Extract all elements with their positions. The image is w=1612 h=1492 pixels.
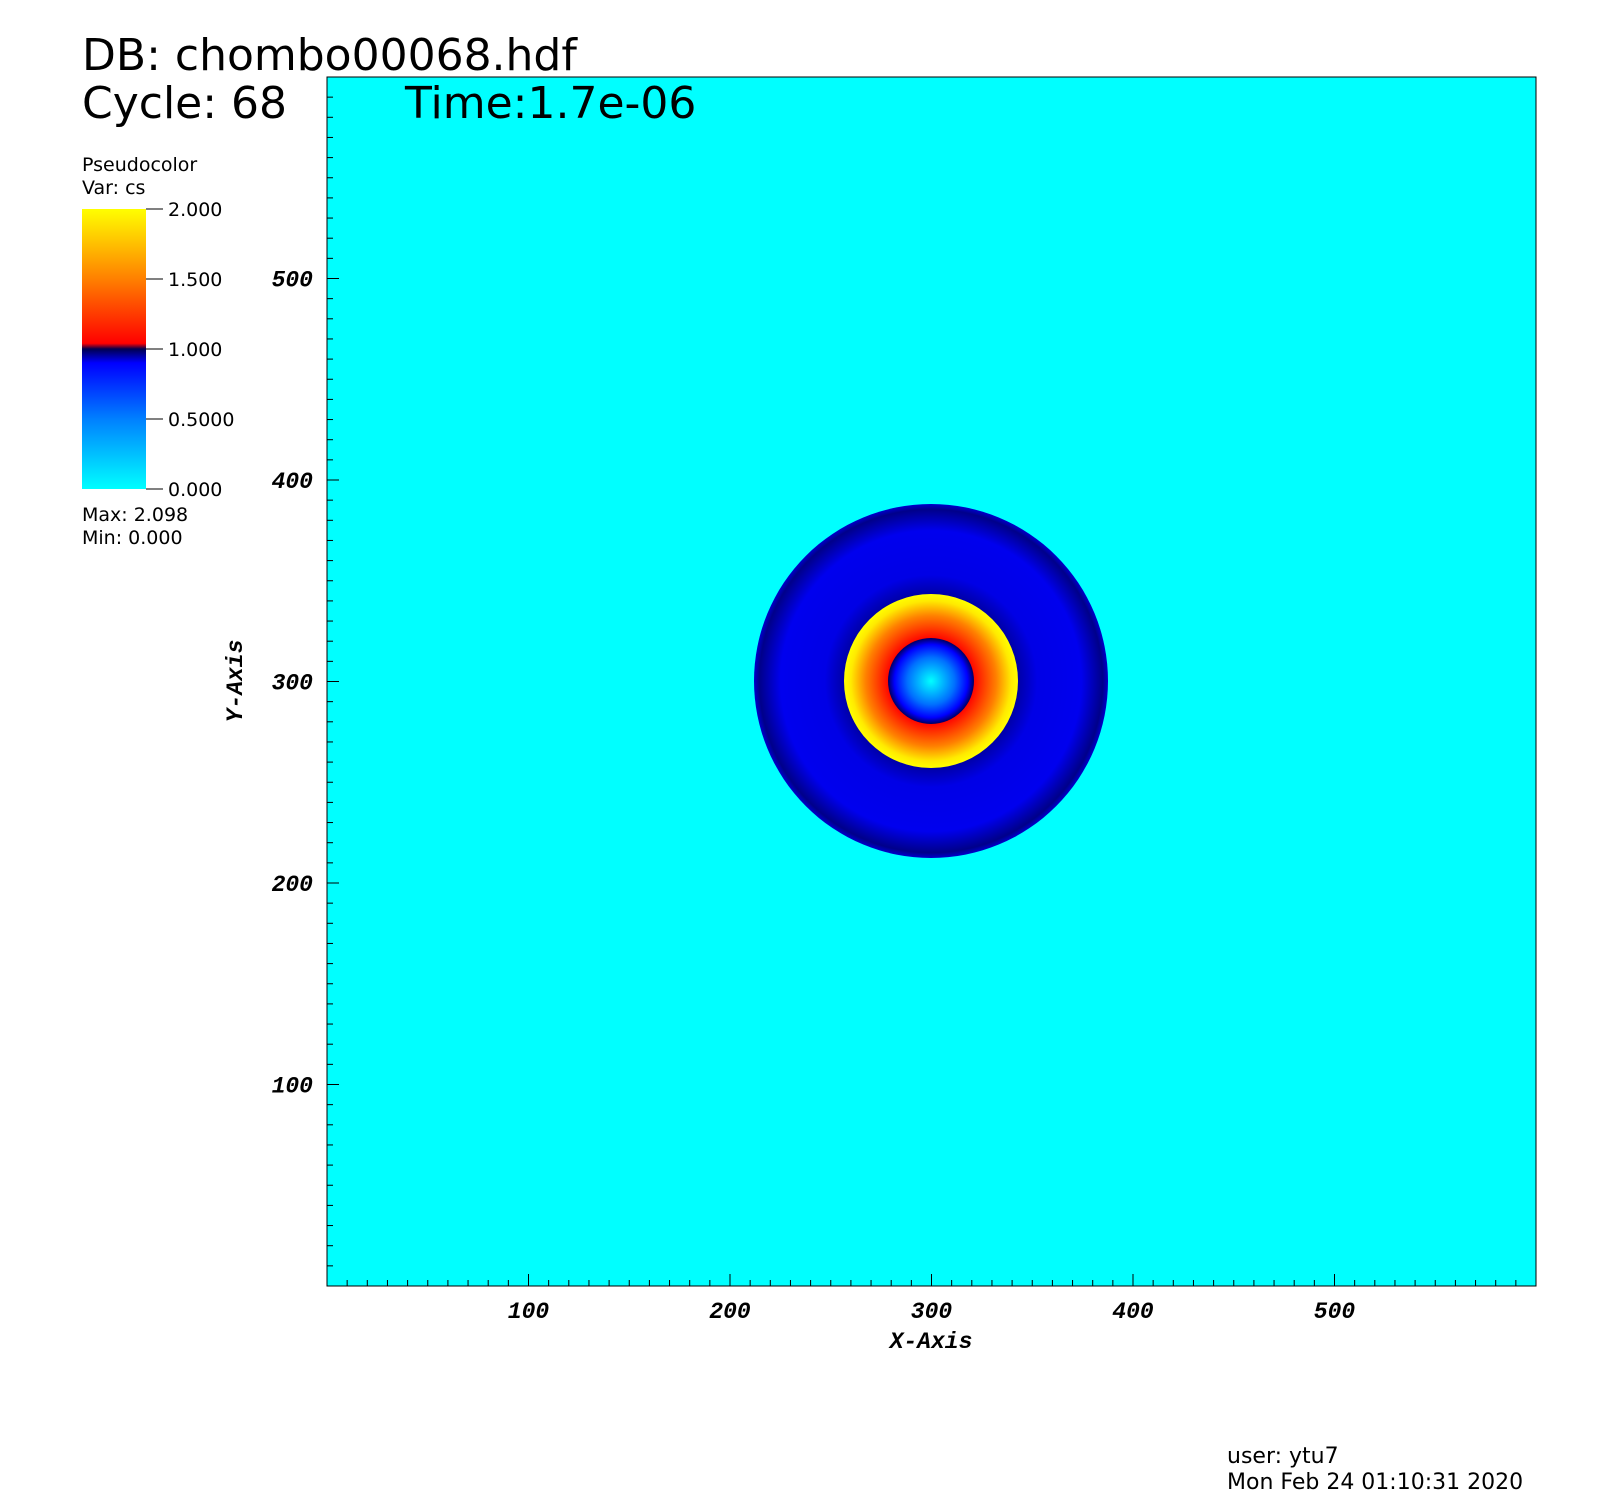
x-tick-label: 400 xyxy=(1112,1299,1154,1325)
y-axis-title: Y-Axis xyxy=(223,640,249,723)
y-tick-label: 100 xyxy=(272,1074,314,1100)
colorbar-tick-label: 2.000 xyxy=(168,199,222,221)
legend-var: Var: cs xyxy=(82,177,145,199)
colorbar xyxy=(82,209,146,489)
colorbar-tick-label: 1.500 xyxy=(168,269,222,291)
legend-max: Max: 2.098 xyxy=(82,504,188,526)
field-core xyxy=(888,638,974,724)
x-axis-title: X-Axis xyxy=(888,1329,973,1355)
y-tick-label: 400 xyxy=(272,469,314,495)
x-tick-label: 100 xyxy=(508,1299,550,1325)
db-name: DB: chombo00068.hdf xyxy=(82,30,578,81)
user: user: ytu7 xyxy=(1227,1444,1339,1469)
colorbar-tick-label: 1.000 xyxy=(168,339,222,361)
x-tick-label: 300 xyxy=(911,1299,953,1325)
x-tick-label: 200 xyxy=(709,1299,751,1325)
time: Time:1.7e-06 xyxy=(404,78,696,129)
y-tick-label: 500 xyxy=(272,268,314,294)
y-tick-label: 200 xyxy=(272,872,314,898)
date: Mon Feb 24 01:10:31 2020 xyxy=(1227,1470,1523,1492)
cycle: Cycle: 68 xyxy=(82,78,287,129)
colorbar-tick-label: 0.000 xyxy=(168,479,222,501)
legend-title: Pseudocolor xyxy=(82,154,197,176)
y-tick-label: 300 xyxy=(272,671,314,697)
colorbar-tick-label: 0.5000 xyxy=(168,409,234,431)
x-tick-label: 500 xyxy=(1314,1299,1356,1325)
legend-min: Min: 0.000 xyxy=(82,527,183,549)
